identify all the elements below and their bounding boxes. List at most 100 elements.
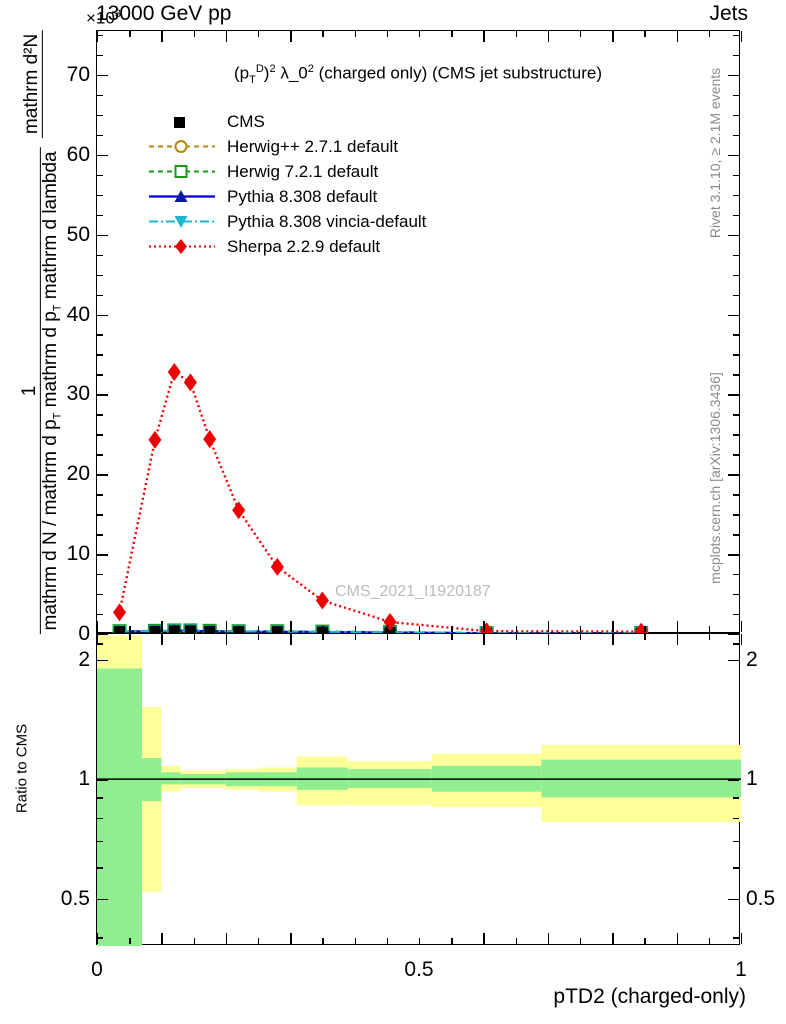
analysis-watermark: CMS_2021_I1920187: [335, 583, 491, 600]
series-line-sherpa-2-2-9-default: [118, 370, 642, 633]
x-tick-major-main: [225, 621, 228, 632]
y-tick-minor-main: [97, 194, 103, 197]
y-tick-minor-main: [97, 254, 103, 257]
y-tick-minor-ratio: [733, 643, 739, 645]
x-tick-minor-main: [708, 31, 711, 37]
y-tick-major-main: [728, 234, 739, 237]
x-tick-minor-ratio: [322, 634, 324, 640]
y-tick-label-ratio-right: 1: [746, 767, 758, 791]
y-tick-label-main: 20: [66, 462, 90, 486]
y-tick-minor-ratio: [97, 659, 103, 661]
x-tick-label: 0.5: [404, 958, 434, 981]
y-tick-minor-main: [97, 214, 103, 217]
y-tick-label-ratio-right: 0.5: [746, 886, 776, 910]
data-marker-square: [149, 625, 161, 634]
x-tick-major-ratio: [547, 933, 550, 944]
y-axis-numerator: 1: [19, 147, 41, 635]
legend-entry-cms: CMS: [149, 109, 426, 134]
y-tick-minor-main: [97, 174, 103, 177]
data-marker-square: [184, 625, 196, 634]
y-tick-minor-ratio: [97, 817, 103, 819]
y-tick-minor-ratio: [733, 817, 739, 819]
x-tick-minor-main: [580, 31, 582, 37]
x-tick-major-ratio: [483, 933, 485, 944]
x-axis-title: pTD2 (charged-only): [553, 985, 746, 1008]
y-tick-minor-main: [97, 334, 103, 336]
y-tick-label-main: 50: [66, 222, 90, 246]
y-tick-minor-main: [97, 274, 103, 276]
x-tick-minor-ratio: [451, 634, 453, 640]
legend-entry-herwigpp: Herwig++ 2.7.1 default: [149, 134, 426, 159]
x-tick-minor-main: [386, 626, 389, 632]
y-tick-minor-main: [733, 194, 739, 197]
x-tick-major-main: [741, 621, 743, 632]
x-tick-label: 1: [735, 958, 747, 981]
y-tick-minor-main: [733, 54, 739, 57]
x-tick-minor-ratio: [708, 634, 711, 640]
legend-label-herwigpp: Herwig++ 2.7.1 default: [227, 136, 399, 156]
x-tick-major-ratio: [97, 634, 99, 645]
y-tick-major-main: [728, 474, 739, 476]
x-tick-minor-main: [354, 626, 356, 632]
y-tick-minor-main: [733, 414, 739, 416]
x-tick-major-ratio: [290, 933, 292, 944]
x-tick-minor-ratio: [354, 634, 356, 640]
x-tick-major-main: [290, 621, 292, 632]
y-tick-minor-main: [97, 614, 103, 616]
data-marker-diamond: [383, 613, 397, 632]
x-tick-minor-ratio: [515, 938, 517, 944]
y-tick-minor-ratio: [97, 797, 103, 799]
x-tick-minor-main: [419, 31, 421, 37]
x-tick-minor-ratio: [580, 634, 582, 640]
y-tick-major-main: [728, 554, 739, 556]
x-tick-minor-main: [193, 626, 195, 632]
y-tick-minor-main: [97, 114, 103, 117]
data-marker-square: [204, 625, 216, 634]
x-tick-major-main: [161, 31, 163, 42]
y-tick-minor-main: [733, 254, 739, 257]
y-tick-minor-main: [733, 374, 739, 376]
legend-marker-vincia: [149, 209, 215, 234]
y-tick-minor-main: [733, 494, 739, 496]
x-tick-major-ratio: [741, 634, 743, 645]
y-tick-minor-main: [733, 34, 739, 37]
y-tick-minor-main: [733, 174, 739, 177]
y-tick-major-main: [728, 634, 739, 636]
data-marker-diamond: [315, 591, 329, 610]
y-tick-minor-ratio: [97, 840, 103, 843]
x-tick-minor-main: [258, 626, 260, 632]
x-tick-minor-ratio: [419, 938, 421, 944]
y-tick-minor-main: [733, 434, 739, 436]
legend-entry-vincia: Pythia 8.308 vincia-default: [149, 209, 426, 234]
y-tick-minor-main: [97, 594, 103, 596]
y-tick-minor-main: [733, 614, 739, 616]
x-tick-minor-ratio: [419, 634, 421, 640]
legend-marker-pythia: [149, 184, 215, 209]
x-tick-major-ratio: [676, 933, 678, 944]
x-tick-major-ratio: [225, 933, 228, 944]
x-tick-minor-main: [644, 31, 646, 37]
x-tick-minor-ratio: [354, 938, 356, 944]
x-tick-major-ratio: [612, 634, 614, 645]
panel-title: (pTD)2 λ_02 (charged only) (CMS jet subs…: [233, 63, 603, 87]
legend-label-pythia: Pythia 8.308 default: [227, 186, 378, 206]
y-tick-minor-main: [733, 354, 739, 356]
x-tick-minor-main: [708, 626, 711, 632]
y-tick-major-ratio: [728, 779, 739, 781]
data-marker-square: [114, 626, 126, 634]
x-tick-minor-main: [258, 31, 260, 37]
main-plot-panel: (pTD)2 λ_02 (charged only) (CMS jet subs…: [67, 30, 743, 645]
y-tick-minor-main: [733, 334, 739, 336]
x-tick-major-ratio: [161, 634, 163, 645]
y-tick-label-ratio-right: 2: [746, 647, 758, 671]
y-tick-minor-main: [733, 294, 739, 296]
y-scale-exponent: ×103: [86, 8, 121, 28]
y-tick-minor-main: [97, 574, 103, 576]
x-tick-minor-main: [386, 31, 389, 37]
y-tick-minor-main: [733, 454, 739, 456]
y-tick-minor-main: [97, 54, 103, 57]
y-tick-minor-main: [97, 494, 103, 496]
data-marker-diamond: [203, 430, 217, 449]
x-tick-major-main: [547, 621, 550, 632]
y-tick-major-main: [97, 634, 108, 636]
